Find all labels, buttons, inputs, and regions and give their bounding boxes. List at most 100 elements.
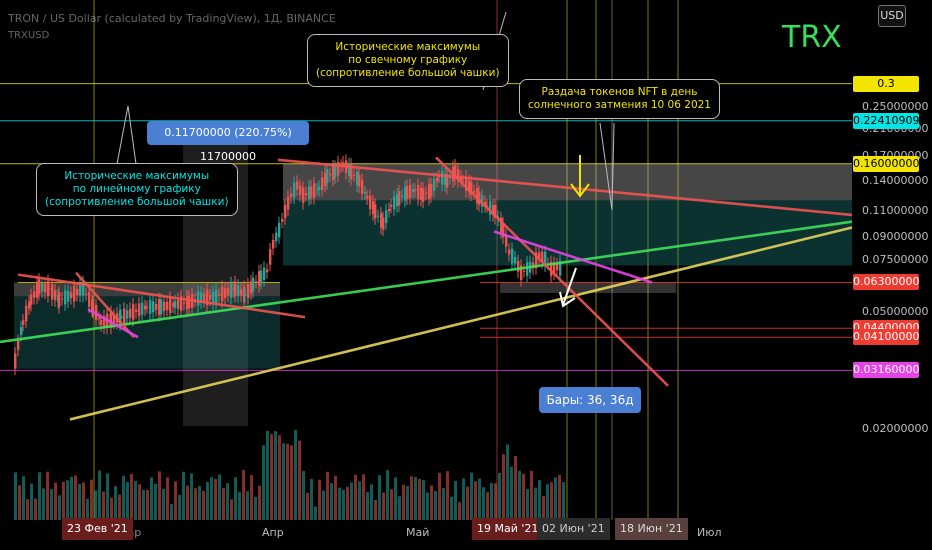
candle-body	[436, 177, 439, 182]
candle-body	[41, 283, 44, 292]
volume-bar	[510, 466, 513, 520]
candle-body	[337, 162, 340, 176]
measure-label: 0.11700000 (220.75%) 11700000	[147, 121, 309, 163]
volume-bar	[118, 494, 121, 520]
candle-body	[553, 262, 556, 274]
volume-bar	[346, 486, 349, 520]
down-arrow-icon	[570, 155, 590, 198]
price-level-label: 0.04100000	[853, 329, 920, 346]
candle-body	[30, 294, 33, 305]
candle-body	[110, 311, 113, 328]
volume-bar	[446, 471, 449, 520]
volume-bar	[126, 481, 129, 520]
candle-body	[425, 192, 428, 194]
volume-bar	[386, 470, 389, 520]
candle-body	[520, 265, 523, 281]
candle-body	[103, 315, 106, 328]
candle-body	[342, 162, 345, 166]
candle-body	[200, 292, 203, 303]
volume-bar	[542, 495, 545, 520]
candle-body	[17, 340, 20, 350]
candle-body	[366, 195, 369, 199]
volume-bar	[38, 472, 41, 520]
candle-body	[44, 283, 47, 293]
volume-bar	[330, 483, 333, 520]
volume-bar	[450, 496, 453, 520]
candle-body	[100, 319, 103, 326]
candle-body	[260, 270, 263, 283]
candle-body	[158, 299, 161, 315]
volume-bar	[422, 479, 425, 520]
candle-body	[398, 191, 401, 206]
candle-body	[544, 251, 547, 266]
candle-body	[457, 168, 460, 182]
volume-bar	[154, 483, 157, 520]
volume-bar	[394, 477, 397, 520]
candle-body	[465, 176, 468, 191]
candle-body	[215, 289, 218, 303]
candle-body	[174, 300, 177, 309]
candle-body	[505, 234, 508, 247]
y-tick-label: 0.25000000	[862, 99, 929, 113]
candle-body	[390, 204, 393, 207]
volume-bar	[406, 485, 409, 520]
pointer-arrow-icon	[559, 267, 577, 308]
candle-body	[22, 320, 25, 325]
volume-bar	[26, 499, 29, 520]
candle-body	[160, 299, 163, 315]
candle-body	[234, 281, 237, 296]
candle-body	[511, 248, 514, 264]
trendline-6	[435, 156, 669, 387]
volume-bars	[14, 429, 565, 520]
volume-bar	[282, 443, 285, 520]
volume-bar	[502, 454, 505, 520]
candle-body	[305, 192, 308, 196]
volume-bar	[482, 487, 485, 520]
candle-body	[129, 308, 132, 318]
candle-body	[468, 180, 471, 192]
candle-body	[212, 291, 215, 304]
candle-body	[149, 300, 152, 314]
volume-bar	[114, 486, 117, 520]
candle-body	[489, 200, 492, 215]
candle-body	[183, 302, 186, 304]
candle-body	[556, 264, 559, 271]
candle-body	[535, 252, 538, 269]
volume-bar	[530, 470, 533, 520]
candle-body	[412, 189, 415, 192]
candle-body	[250, 281, 253, 294]
candle-body	[293, 182, 296, 198]
volume-bar	[90, 479, 93, 520]
candle-body	[334, 166, 337, 178]
price-level-label: 0.22410909	[853, 112, 920, 129]
volume-bar	[66, 480, 69, 520]
currency-button[interactable]: USD	[878, 5, 906, 27]
volume-bar	[58, 495, 61, 520]
volume-bar	[434, 491, 437, 520]
candle-body	[462, 180, 465, 182]
candle-body	[70, 292, 73, 299]
candle-body	[324, 172, 327, 186]
volume-bar	[506, 444, 509, 520]
candle-body	[98, 317, 101, 320]
candle-body	[123, 308, 126, 324]
candle-body	[132, 304, 135, 320]
candle-body	[88, 291, 91, 307]
candle-body	[332, 166, 335, 180]
volume-bar	[478, 478, 481, 520]
candle-body	[141, 302, 144, 315]
volume-bar	[214, 478, 217, 520]
line-high-callout: Исторические максимумы по линейному граф…	[36, 163, 238, 216]
volume-bar	[410, 476, 413, 520]
candle-body	[356, 171, 359, 186]
volume-bar	[158, 471, 161, 520]
volume-bar	[306, 492, 309, 520]
volume-bar	[70, 476, 73, 520]
volume-bar	[374, 499, 377, 520]
candle-body	[92, 302, 95, 312]
candle-body	[348, 163, 351, 177]
candle-body	[82, 281, 85, 296]
volume-bar	[350, 482, 353, 520]
